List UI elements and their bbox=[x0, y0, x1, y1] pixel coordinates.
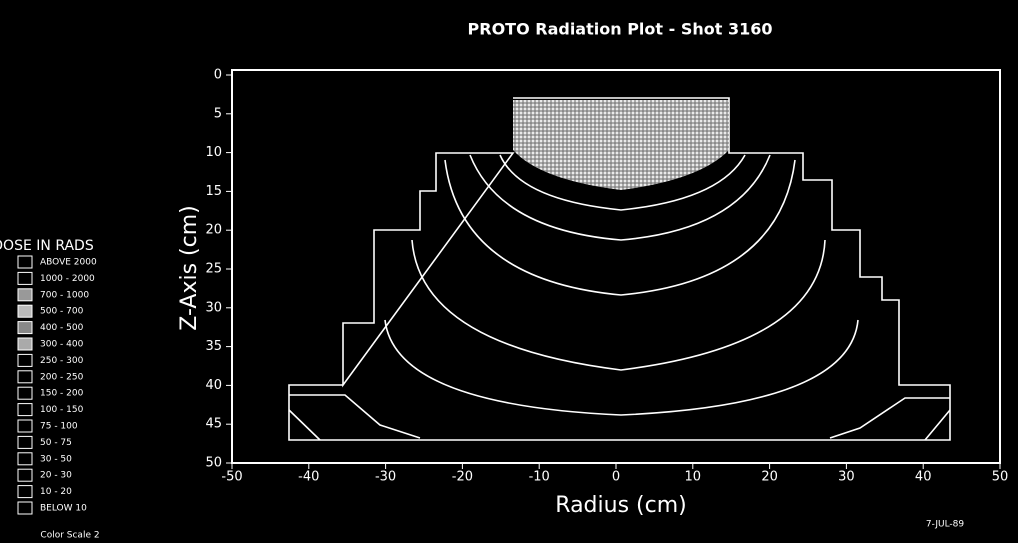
y-tick-label: 30 bbox=[205, 300, 222, 315]
legend-label: 100 - 150 bbox=[40, 405, 84, 415]
x-tick-label: -20 bbox=[452, 470, 473, 485]
x-tick-label: -50 bbox=[221, 470, 242, 485]
y-tick-label: 35 bbox=[205, 339, 222, 354]
legend-swatch bbox=[17, 419, 33, 433]
contour-line bbox=[444, 159, 796, 296]
legend-label: ABOVE 2000 bbox=[40, 258, 97, 268]
legend-swatch bbox=[17, 435, 33, 449]
legend-swatch bbox=[17, 370, 33, 384]
dose-boundary bbox=[288, 97, 951, 441]
legend-label: 200 - 250 bbox=[40, 372, 84, 382]
x-tick-label: -10 bbox=[529, 470, 550, 485]
legend-swatch bbox=[17, 403, 33, 417]
x-tick-label: 20 bbox=[761, 470, 778, 485]
contour-line bbox=[469, 154, 771, 241]
legend-label: 75 - 100 bbox=[40, 422, 78, 432]
legend-swatch bbox=[17, 485, 33, 499]
high-dose-region bbox=[513, 100, 729, 190]
legend-swatch bbox=[17, 468, 33, 482]
legend-label: 1000 - 2000 bbox=[40, 274, 95, 284]
x-tick-label: -40 bbox=[298, 470, 319, 485]
x-tick-label: 50 bbox=[992, 470, 1009, 485]
legend-label: 300 - 400 bbox=[40, 340, 84, 350]
contour-line bbox=[288, 394, 951, 441]
y-tick-label: 15 bbox=[205, 184, 222, 199]
plot-shapes bbox=[288, 97, 951, 441]
contour-line bbox=[499, 154, 746, 211]
y-axis-label: Z-Axis (cm) bbox=[177, 205, 202, 330]
y-tick-label: 40 bbox=[205, 378, 222, 393]
x-tick-label: 30 bbox=[838, 470, 855, 485]
chart-title: PROTO Radiation Plot - Shot 3160 bbox=[468, 20, 773, 39]
legend-label: 50 - 75 bbox=[40, 438, 72, 448]
x-tick-label: 0 bbox=[612, 470, 620, 485]
x-axis-label: Radius (cm) bbox=[555, 493, 686, 518]
legend-label: 20 - 30 bbox=[40, 471, 72, 481]
y-tick-label: 0 bbox=[214, 68, 222, 83]
legend-swatch bbox=[17, 288, 33, 302]
contour-line bbox=[411, 239, 826, 371]
contour-line bbox=[384, 319, 859, 416]
legend-swatch bbox=[17, 452, 33, 466]
y-tick-label: 20 bbox=[205, 223, 222, 238]
y-tick-label: 5 bbox=[214, 106, 222, 121]
y-tick-label: 10 bbox=[205, 145, 222, 160]
legend-swatch bbox=[17, 386, 33, 400]
legend-swatch bbox=[17, 321, 33, 335]
legend-swatch bbox=[17, 304, 33, 318]
legend-label: 500 - 700 bbox=[40, 307, 84, 317]
y-tick-label: 50 bbox=[205, 456, 222, 471]
y-tick-label: 45 bbox=[205, 417, 222, 432]
legend-swatch bbox=[17, 255, 33, 269]
legend-swatches bbox=[17, 255, 33, 515]
x-tick-label: 40 bbox=[915, 470, 932, 485]
legend-label: 150 - 200 bbox=[40, 389, 84, 399]
legend-swatch bbox=[17, 271, 33, 285]
legend-label: 700 - 1000 bbox=[40, 290, 89, 300]
legend-swatch bbox=[17, 337, 33, 351]
color-scale-label: Color Scale 2 bbox=[40, 531, 99, 541]
legend-label: 10 - 20 bbox=[40, 487, 72, 497]
x-tick-label: -30 bbox=[375, 470, 396, 485]
legend-label: 30 - 50 bbox=[40, 454, 72, 464]
legend-label: BELOW 10 bbox=[40, 504, 87, 514]
legend-label: 400 - 500 bbox=[40, 323, 84, 333]
x-tick-label: 10 bbox=[685, 470, 702, 485]
date-label: 7-JUL-89 bbox=[926, 520, 965, 530]
legend-swatch bbox=[17, 501, 33, 515]
y-tick-label: 25 bbox=[205, 262, 222, 277]
legend-swatch bbox=[17, 353, 33, 367]
legend-title: DOSE IN RADS bbox=[0, 238, 94, 254]
legend-label: 250 - 300 bbox=[40, 356, 84, 366]
